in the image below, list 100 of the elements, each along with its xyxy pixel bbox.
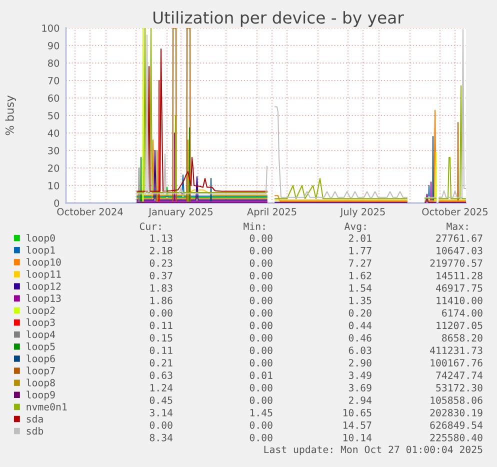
- text: 0.00: [150, 309, 172, 317]
- text: 626849.54: [430, 421, 483, 429]
- text: Cur:: [140, 222, 161, 230]
- x-tick-label: July 2025: [340, 208, 385, 218]
- text: 0.21: [150, 359, 172, 367]
- text: 202830.19: [430, 408, 482, 416]
- text: 1.54: [349, 284, 372, 292]
- text: 0.00: [250, 384, 272, 392]
- text: 0.00: [250, 259, 272, 267]
- legend-label: loop7: [26, 366, 55, 376]
- y-tick-label: 20: [48, 164, 60, 172]
- text: 1.86: [150, 296, 172, 304]
- text: 0.01: [250, 372, 272, 380]
- text: 411231.73: [430, 346, 482, 354]
- text: Max:: [446, 222, 468, 230]
- text: 105858.06: [430, 396, 482, 404]
- text: 100167.76: [430, 359, 482, 367]
- legend-label: loop2: [26, 306, 55, 316]
- chart-title: Utilization per device - by year: [154, 11, 404, 27]
- text: 74247.74: [436, 372, 483, 379]
- text: 0.00: [250, 296, 272, 304]
- text: 2.18: [150, 246, 172, 254]
- y-tick-label: 70: [48, 76, 60, 84]
- legend-label: sdb: [26, 427, 44, 435]
- text: 1.13: [150, 234, 172, 242]
- y-tick-label: 50: [48, 112, 60, 120]
- y-tick-label: 60: [48, 94, 60, 102]
- legend-label: loop13: [26, 294, 61, 304]
- text: 1.83: [150, 284, 172, 292]
- text: 8658.20: [442, 334, 482, 342]
- x-tick-label: October 2024: [57, 208, 123, 216]
- text: 3.49: [348, 372, 372, 380]
- text: 10647.03: [436, 246, 482, 254]
- x-tick-label: January 2025: [148, 208, 212, 218]
- text: 0.20: [348, 309, 372, 317]
- legend-label: loop3: [26, 318, 55, 328]
- legend-label: loop11: [26, 270, 61, 280]
- legend-label: nvme0n1: [26, 403, 67, 411]
- text: 1.35: [349, 296, 372, 304]
- text: 0.00: [150, 421, 172, 429]
- text: Avg:: [344, 222, 366, 232]
- text: 0.00: [250, 334, 272, 342]
- text: 11207.05: [436, 322, 482, 330]
- text: 0.00: [250, 346, 272, 354]
- text: 46917.75: [436, 284, 482, 292]
- legend-label: loop4: [26, 330, 56, 340]
- legend-label: loop10: [26, 258, 61, 268]
- text: 2.94: [348, 396, 372, 404]
- legend-label: loop8: [26, 378, 55, 388]
- x-tick-label: April 2025: [247, 208, 296, 218]
- text: 10.14: [344, 434, 372, 442]
- legend-label: loop9: [26, 390, 55, 400]
- y-tick-label: 80: [48, 59, 60, 67]
- text: 0.00: [250, 396, 272, 404]
- text: Min:: [244, 222, 265, 230]
- legend-label: sda: [26, 414, 43, 423]
- text: 8.34: [150, 434, 173, 442]
- text: 1.45: [250, 409, 272, 416]
- legend-label: loop12: [26, 282, 61, 292]
- text: 0.15: [150, 334, 172, 342]
- text: 0.00: [250, 284, 272, 292]
- y-tick-label: 10: [48, 182, 60, 190]
- text: 0.44: [348, 322, 372, 330]
- y-tick-label: 100: [42, 24, 60, 32]
- y-tick-label: 90: [48, 42, 60, 50]
- text: 1.24: [150, 384, 173, 392]
- text: 225580.40: [430, 434, 482, 442]
- text: 0.00: [250, 421, 272, 429]
- text: 219770.57: [430, 259, 482, 267]
- text: Last update: Mon Oct 27 01:00:04 2025: [264, 446, 482, 456]
- text: 0.00: [250, 234, 272, 242]
- text: 0.00: [250, 309, 272, 317]
- text: 53172.30: [436, 384, 482, 392]
- text: 0.11: [150, 322, 172, 330]
- text: 14.57: [344, 422, 372, 429]
- text: 0.46: [348, 334, 372, 342]
- text: 0.11: [150, 346, 172, 354]
- text: 0.00: [250, 272, 272, 280]
- text: 3.69: [348, 384, 372, 392]
- text: 6174.00: [442, 309, 482, 317]
- text: 1.62: [349, 272, 372, 280]
- y-axis-title: % busy: [5, 96, 16, 136]
- text: 0.00: [250, 246, 272, 254]
- legend-label: loop5: [26, 342, 55, 352]
- text: 0.63: [150, 372, 172, 380]
- text: 0.45: [150, 396, 172, 404]
- text: 10.65: [344, 408, 372, 416]
- y-tick-label: 30: [48, 146, 60, 154]
- text: 14511.28: [436, 272, 482, 280]
- legend-label: loop0: [26, 234, 55, 244]
- legend-label: loop1: [26, 246, 55, 256]
- text: 0.37: [150, 272, 172, 280]
- text: 27761.67: [436, 234, 482, 242]
- text: 0.00: [250, 434, 272, 442]
- legend-label: loop6: [26, 354, 55, 364]
- text: 0.00: [250, 322, 272, 330]
- text: 11410.00: [436, 296, 482, 304]
- text: 1.77: [349, 247, 372, 254]
- text: 0.23: [150, 259, 172, 267]
- text: 2.90: [348, 359, 372, 367]
